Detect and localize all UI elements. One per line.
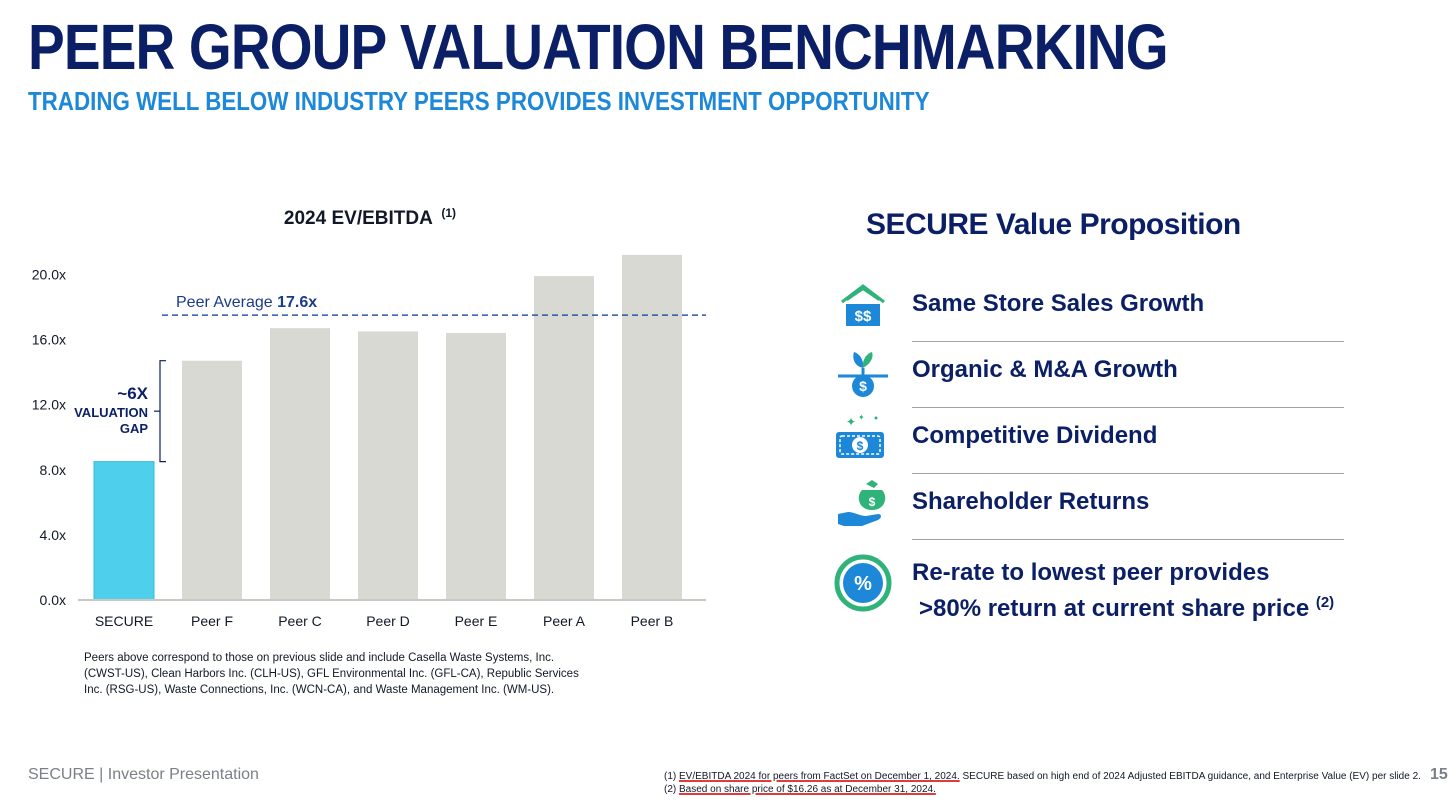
page-title: PEER GROUP VALUATION BENCHMARKING: [28, 11, 1169, 83]
y-tick-label: 20.0x: [32, 266, 66, 282]
gap-value-label: ~6X: [117, 384, 148, 403]
vp-rerate-line2: >80% return at current share price (2): [919, 594, 1335, 622]
house-dollar-icon: $$: [841, 284, 885, 326]
footnote-1: (1) EV/EBITDA 2024 for peers from FactSe…: [664, 771, 1421, 782]
peers-note: Peers above correspond to those on previ…: [84, 652, 579, 696]
vp-rerate-line1: Re-rate to lowest peer provides: [912, 559, 1270, 586]
y-tick-label: 8.0x: [40, 462, 66, 478]
divider: [912, 341, 1344, 342]
plant-dollar-icon: $: [838, 352, 888, 397]
page-number: 15: [1430, 766, 1448, 783]
svg-text:$: $: [857, 439, 864, 453]
y-tick-label: 0.0x: [40, 592, 66, 608]
y-axis: 0.0x 4.0x 8.0x 12.0x 16.0x 20.0x: [32, 266, 66, 608]
svg-text:$$: $$: [855, 308, 872, 325]
chart-title: 2024 EV/EBITDA (1): [284, 206, 456, 229]
y-tick-label: 12.0x: [32, 397, 66, 413]
footnotes: (1) EV/EBITDA 2024 for peers from FactSe…: [664, 770, 1421, 796]
vp-item-rerate: % Re-rate to lowest peer provides >80% r…: [832, 548, 1344, 622]
x-tick-label: Peer D: [366, 613, 410, 629]
divider: [912, 539, 1344, 540]
footer-brand: SECURE | Investor Presentation: [28, 766, 259, 783]
divider: [912, 473, 1344, 474]
hand-moneybag-icon: $: [838, 480, 886, 526]
svg-text:$: $: [869, 495, 876, 509]
bar-peer-e: [446, 333, 506, 600]
y-tick-label: 16.0x: [32, 332, 66, 348]
bar-peer-f: [182, 360, 242, 600]
vp-item-shareholder-returns: $ Shareholder Returns: [832, 474, 1344, 540]
footnote-ref: (2): [1315, 594, 1335, 611]
bar-peer-c: [270, 328, 330, 600]
x-tick-label: Peer A: [543, 613, 586, 629]
footnote-2: (2) Based on share price of $16.26 as at…: [664, 784, 936, 795]
ev-ebitda-chart: 2024 EV/EBITDA (1) 0.0x 4.0x 8.0x 12.0x 16.0…: [32, 206, 706, 629]
vp-item-label: Organic & M&A Growth: [912, 356, 1178, 383]
vp-item-dividend: ✦ ✦ $ Competitive Dividend: [832, 408, 1344, 474]
vp-item-label: Same Store Sales Growth: [912, 290, 1205, 317]
svg-text:✦: ✦: [846, 415, 856, 429]
gap-bracket: [159, 360, 166, 463]
x-tick-label: Peer F: [191, 613, 233, 629]
vp-item-label: Shareholder Returns: [912, 488, 1150, 515]
peer-average-label: Peer Average 17.6x: [176, 294, 317, 311]
bar-peer-b: [622, 254, 682, 600]
x-tick-label: Peer B: [631, 613, 674, 629]
gap-label-line2: GAP: [120, 421, 149, 436]
percent-icon: %: [834, 554, 892, 612]
bar-secure: [93, 461, 155, 601]
svg-text:%: %: [854, 573, 872, 595]
bar-series: [93, 254, 682, 601]
svg-text:✦: ✦: [858, 413, 865, 422]
peer-average-line: Peer Average 17.6x: [162, 294, 706, 316]
vp-item-label: Re-rate to lowest peer provides >80% ret…: [912, 558, 1334, 624]
banknote-icon: ✦ ✦ $: [836, 413, 884, 458]
bar-peer-a: [534, 276, 594, 600]
page-subtitle: TRADING WELL BELOW INDUSTRY PEERS PROVID…: [28, 86, 930, 116]
x-tick-label: Peer C: [278, 613, 322, 629]
y-tick-label: 4.0x: [40, 527, 66, 543]
gap-label-line1: VALUATION: [74, 405, 148, 420]
value-proposition-title: SECURE Value Proposition: [866, 208, 1241, 241]
vp-item-same-store-sales: $$ Same Store Sales Growth: [832, 276, 1344, 342]
vp-item-label: Competitive Dividend: [912, 422, 1158, 449]
x-axis: SECURE Peer F Peer C Peer D Peer E Peer A Peer…: [78, 599, 706, 629]
divider: [912, 407, 1344, 408]
bar-peer-d: [358, 331, 418, 600]
x-tick-label: SECURE: [95, 613, 153, 629]
svg-text:$: $: [859, 378, 867, 394]
vp-item-organic-growth: $ Organic & M&A Growth: [832, 342, 1344, 408]
x-tick-label: Peer E: [455, 613, 498, 629]
